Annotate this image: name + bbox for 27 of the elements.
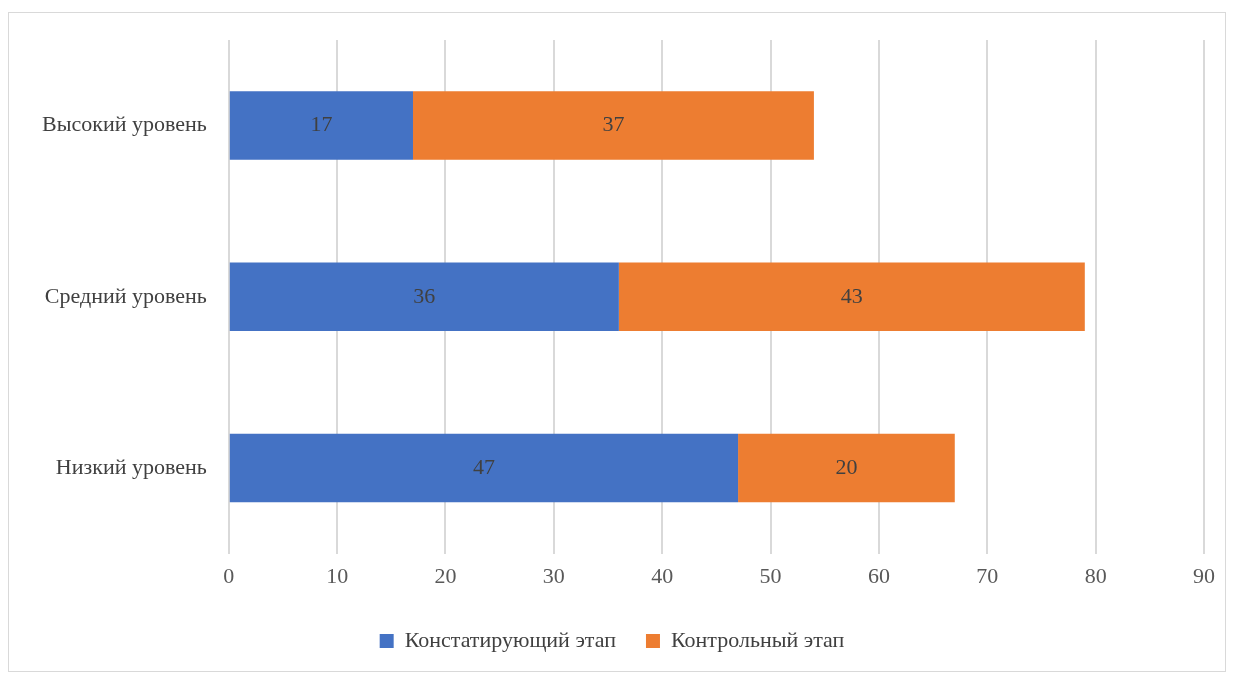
data-label: 36 <box>413 282 436 308</box>
x-tick-label: 50 <box>759 562 782 588</box>
x-tick-label: 20 <box>434 562 457 588</box>
x-tick-label: 80 <box>1084 562 1107 588</box>
data-label: 37 <box>602 111 625 137</box>
data-label: 20 <box>835 453 858 479</box>
legend-label: Контрольный этап <box>670 626 845 652</box>
x-tick-label: 0 <box>223 562 235 588</box>
x-tick-label: 30 <box>542 562 565 588</box>
bar <box>618 262 1085 332</box>
x-tick-label: 60 <box>867 562 890 588</box>
data-label: 17 <box>310 111 333 137</box>
y-tick-label: Средний уровень <box>44 282 207 308</box>
data-label: 43 <box>840 282 863 308</box>
legend-label: Констатирующий этап <box>404 626 617 652</box>
bar <box>229 433 739 503</box>
x-tick-label: 40 <box>651 562 674 588</box>
x-tick-label: 10 <box>326 562 349 588</box>
bar <box>738 433 955 503</box>
bar <box>412 91 814 160</box>
x-tick-label: 90 <box>1193 562 1215 588</box>
y-tick-label: Высокий уровень <box>41 111 207 137</box>
y-tick-label: Низкий уровень <box>55 453 207 479</box>
x-tick-label: 70 <box>976 562 999 588</box>
bar <box>229 91 413 160</box>
bar <box>229 262 619 332</box>
data-label: 47 <box>472 453 495 479</box>
